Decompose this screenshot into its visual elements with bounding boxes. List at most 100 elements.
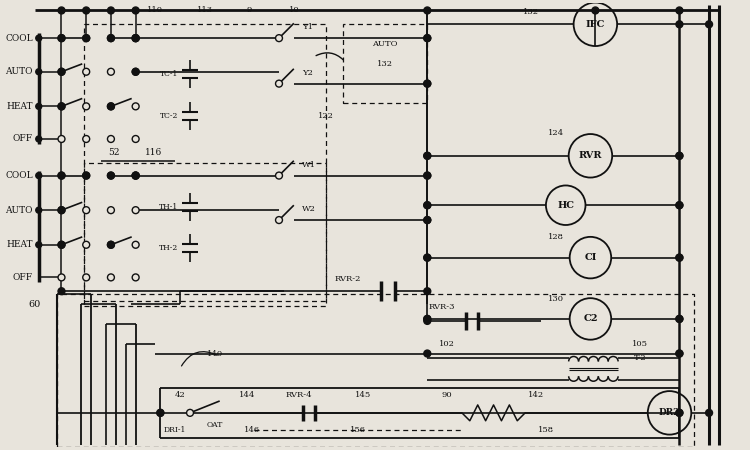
Circle shape — [275, 216, 283, 224]
Circle shape — [424, 254, 430, 261]
Circle shape — [275, 35, 283, 41]
Circle shape — [424, 153, 430, 159]
Circle shape — [82, 241, 90, 248]
Circle shape — [424, 172, 430, 179]
Circle shape — [424, 35, 430, 41]
Circle shape — [424, 80, 430, 87]
Text: 128: 128 — [548, 233, 564, 241]
Circle shape — [36, 207, 42, 213]
Text: 90: 90 — [442, 391, 452, 399]
Text: DRI-1: DRI-1 — [164, 426, 187, 434]
Circle shape — [424, 288, 430, 295]
Circle shape — [132, 103, 139, 110]
Circle shape — [36, 242, 42, 248]
Circle shape — [132, 172, 139, 179]
Circle shape — [275, 172, 283, 179]
Circle shape — [424, 35, 430, 41]
Text: HEAT: HEAT — [6, 240, 33, 249]
Circle shape — [132, 172, 139, 179]
Text: CI: CI — [584, 253, 596, 262]
Circle shape — [58, 288, 65, 295]
Text: 140: 140 — [207, 350, 223, 358]
Circle shape — [36, 69, 42, 75]
Circle shape — [107, 207, 115, 214]
Circle shape — [58, 35, 65, 41]
Circle shape — [157, 410, 164, 416]
Text: 132: 132 — [376, 60, 393, 68]
Circle shape — [82, 35, 90, 41]
Text: 105: 105 — [632, 340, 648, 348]
Circle shape — [424, 172, 430, 179]
Circle shape — [107, 172, 115, 179]
Circle shape — [107, 135, 115, 143]
Circle shape — [58, 207, 65, 214]
Circle shape — [107, 35, 115, 41]
Text: 113: 113 — [196, 6, 213, 14]
Circle shape — [58, 68, 65, 75]
Circle shape — [132, 241, 139, 248]
Circle shape — [187, 410, 194, 416]
Circle shape — [676, 21, 682, 28]
Circle shape — [424, 153, 430, 159]
Circle shape — [58, 7, 65, 14]
Text: HC: HC — [557, 201, 574, 210]
Circle shape — [424, 202, 430, 209]
Circle shape — [706, 21, 712, 28]
Circle shape — [132, 135, 139, 143]
Circle shape — [676, 315, 682, 322]
Circle shape — [424, 254, 430, 261]
Circle shape — [58, 241, 65, 248]
Text: TC-1: TC-1 — [160, 70, 178, 78]
Text: RVR: RVR — [579, 151, 602, 160]
Circle shape — [107, 103, 115, 110]
Circle shape — [82, 172, 90, 179]
Text: 132: 132 — [523, 9, 539, 17]
Circle shape — [58, 207, 65, 214]
Circle shape — [424, 202, 430, 209]
Text: 60: 60 — [28, 300, 41, 309]
Text: COOL: COOL — [5, 171, 33, 180]
Text: 130: 130 — [548, 295, 564, 303]
Text: 144: 144 — [239, 391, 256, 399]
Text: OFF: OFF — [13, 135, 33, 144]
Text: C2: C2 — [584, 315, 598, 324]
Text: COOL: COOL — [5, 34, 33, 43]
Text: 158: 158 — [538, 426, 554, 434]
Circle shape — [132, 68, 139, 75]
Circle shape — [132, 172, 139, 179]
Circle shape — [676, 254, 682, 261]
Circle shape — [58, 68, 65, 75]
Circle shape — [676, 350, 682, 357]
Circle shape — [424, 315, 430, 322]
Circle shape — [424, 350, 430, 357]
Text: OAT: OAT — [206, 421, 223, 429]
Circle shape — [592, 7, 598, 14]
Text: AUTO: AUTO — [5, 67, 33, 76]
Text: 110: 110 — [148, 6, 164, 14]
Circle shape — [676, 202, 682, 209]
Text: 10: 10 — [289, 6, 299, 14]
Circle shape — [132, 207, 139, 214]
Text: DR2: DR2 — [658, 408, 680, 417]
Text: TH-2: TH-2 — [159, 244, 178, 252]
Circle shape — [132, 35, 139, 41]
Text: RVR-2: RVR-2 — [335, 275, 362, 284]
Circle shape — [107, 241, 115, 248]
Circle shape — [58, 135, 65, 143]
Circle shape — [676, 315, 682, 322]
Text: W2: W2 — [302, 205, 316, 213]
Circle shape — [157, 410, 164, 416]
Text: 124: 124 — [548, 129, 564, 137]
Circle shape — [676, 202, 682, 209]
Text: 145: 145 — [355, 391, 371, 399]
Text: 102: 102 — [440, 340, 455, 348]
Text: AUTO: AUTO — [5, 206, 33, 215]
Text: RVR-3: RVR-3 — [429, 303, 455, 311]
Circle shape — [676, 254, 682, 261]
Text: OFF: OFF — [13, 273, 33, 282]
Circle shape — [107, 274, 115, 281]
Text: IFC: IFC — [586, 20, 605, 29]
Text: Y1: Y1 — [302, 23, 313, 31]
Circle shape — [58, 35, 65, 41]
Circle shape — [275, 80, 283, 87]
